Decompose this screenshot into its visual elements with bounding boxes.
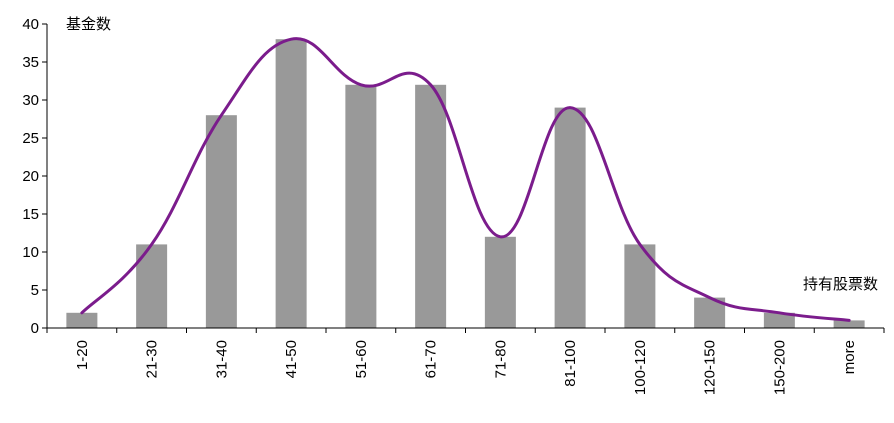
x-tick-label: 81-100 xyxy=(562,340,579,387)
y-tick-label: 5 xyxy=(31,282,39,299)
x-tick-label: 21-30 xyxy=(144,340,161,378)
y-tick-label: 30 xyxy=(22,92,39,109)
y-tick-label: 0 xyxy=(31,320,39,337)
bar-more xyxy=(833,320,865,328)
x-tick-label: 51-60 xyxy=(353,340,370,378)
y-tick-label: 10 xyxy=(22,244,39,261)
y-tick-label: 15 xyxy=(22,206,39,223)
x-tick-label: 100-120 xyxy=(632,340,649,395)
x-axis-title: 持有股票数 xyxy=(803,275,878,293)
y-axis-title: 基金数 xyxy=(66,15,111,33)
x-tick-label: 1-20 xyxy=(74,340,91,370)
bar-51-60 xyxy=(345,84,377,328)
bar-61-70 xyxy=(415,84,447,328)
bar-150-200 xyxy=(763,312,795,328)
x-tick-label: 120-150 xyxy=(702,340,719,395)
bar-41-50 xyxy=(275,39,307,328)
x-tick-label: 41-50 xyxy=(283,340,300,378)
x-tick-label: 61-70 xyxy=(423,340,440,378)
y-axis-ticks: 0 5 10 15 20 25 30 35 40 xyxy=(22,16,47,337)
y-tick-label: 35 xyxy=(22,54,39,71)
trend-line xyxy=(80,37,851,322)
bar-31-40 xyxy=(205,115,237,328)
x-tick-label: more xyxy=(841,340,858,374)
x-tick-label: 71-80 xyxy=(492,340,509,378)
x-axis-ticks: 1-20 21-30 31-40 41-50 51-60 61-70 71-80 81-100… xyxy=(46,328,885,395)
bar-81-100 xyxy=(554,107,586,328)
y-tick-label: 20 xyxy=(22,168,39,185)
bar-1-20 xyxy=(66,312,98,328)
x-tick-label: 150-200 xyxy=(771,340,788,395)
y-tick-label: 25 xyxy=(22,130,39,147)
bar-71-80 xyxy=(484,236,516,328)
bars xyxy=(66,39,865,328)
x-tick-label: 31-40 xyxy=(213,340,230,378)
y-tick-label: 40 xyxy=(22,16,39,33)
